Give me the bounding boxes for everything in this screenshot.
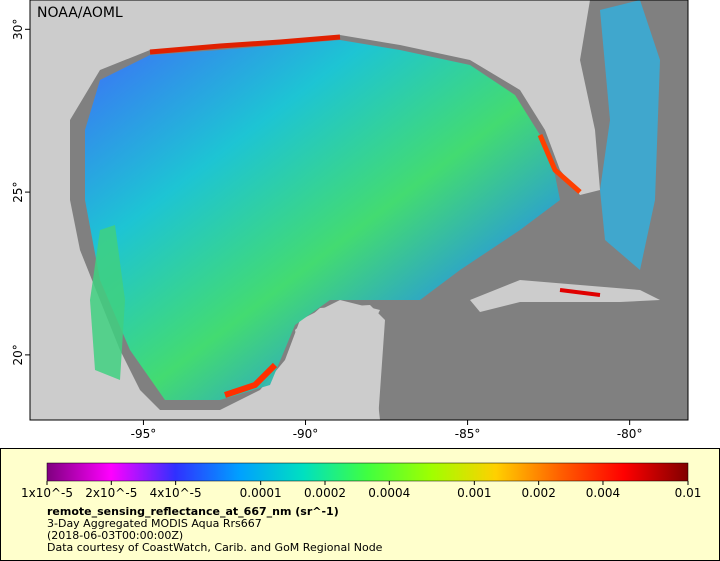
colorbar-tick-label: 0.001 — [457, 486, 491, 500]
time: (2018-06-03T00:00:00Z) — [47, 529, 183, 542]
atlantic-field — [600, 0, 660, 270]
colorbar — [46, 462, 689, 482]
dataset: 3-Day Aggregated MODIS Aqua Rrs667 — [47, 517, 262, 530]
map: NOAA/AOML — [29, 0, 689, 421]
colorbar-ticks: 1x10^-5 2x10^-5 4x10^-5 0.0001 0.0002 0.0004 0… — [21, 481, 701, 500]
colorbar-tick-label: 0.004 — [586, 486, 620, 500]
coastal-high — [559, 288, 601, 297]
colorbar-tick-label: 0.002 — [521, 486, 555, 500]
coastal-high — [537, 134, 582, 194]
reflectance-field — [85, 40, 560, 400]
lon-tick-label: -85° — [455, 427, 481, 441]
colorbar-tick-label: 0.01 — [675, 486, 702, 500]
cuba — [470, 280, 660, 312]
lat-tick-label: 20° — [11, 344, 25, 365]
colorbar-tick-label: 0.0001 — [240, 486, 282, 500]
legend: 1x10^-5 2x10^-5 4x10^-5 0.0001 0.0002 0.0004 0… — [0, 448, 720, 561]
coastal-high — [149, 34, 341, 55]
lat-tick-label: 30° — [11, 19, 25, 40]
variable: remote_sensing_reflectance_at_667_nm (sr… — [47, 505, 339, 518]
lon-tick-label: -90° — [293, 427, 319, 441]
axes: -95° -90° -85° -80° 30° 25° 20° — [11, 19, 642, 441]
yucatan — [295, 305, 385, 420]
colorbar-tick-label: 0.0002 — [304, 486, 346, 500]
lon-tick-label: -95° — [131, 427, 157, 441]
west-field — [90, 225, 125, 380]
colorbar-tick-label: 0.0004 — [368, 486, 410, 500]
coastal-high — [224, 362, 278, 398]
colorbar-tick-label: 4x10^-5 — [150, 486, 202, 500]
map-frame — [29, 0, 689, 421]
colorbar-tick-label: 1x10^-5 — [21, 486, 73, 500]
lon-tick-label: -80° — [617, 427, 643, 441]
map-title: NOAA/AOML — [37, 5, 123, 21]
colorbar-tick-label: 2x10^-5 — [85, 486, 137, 500]
credit: Data courtesy of CoastWatch, Carib. and … — [47, 541, 383, 554]
lat-tick-label: 25° — [11, 181, 25, 202]
